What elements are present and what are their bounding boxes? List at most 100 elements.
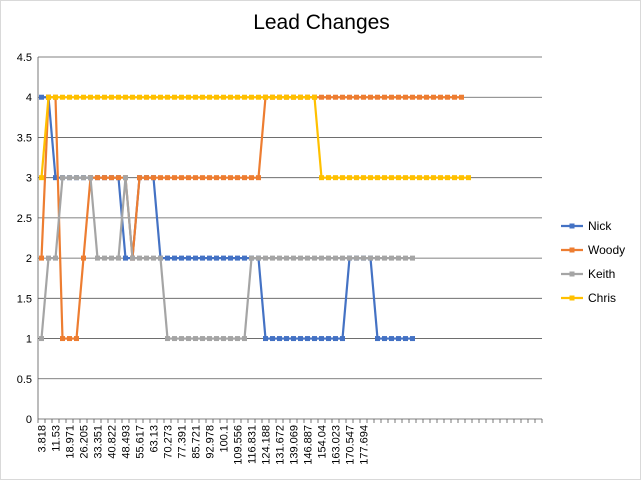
data-point — [151, 255, 156, 261]
data-point — [200, 255, 205, 261]
data-point — [263, 255, 268, 261]
data-point — [242, 255, 247, 261]
data-point — [466, 175, 471, 181]
data-point — [347, 94, 352, 100]
data-point — [305, 94, 310, 100]
data-point — [53, 255, 58, 261]
x-tick-label: 124.188 — [261, 425, 273, 465]
data-point — [172, 175, 177, 181]
data-point — [382, 94, 387, 100]
data-point — [214, 255, 219, 261]
data-point — [375, 94, 380, 100]
data-point — [249, 94, 254, 100]
data-point — [221, 94, 226, 100]
data-point — [298, 336, 303, 342]
data-point — [60, 94, 65, 100]
data-point — [333, 255, 338, 261]
data-point — [305, 336, 310, 342]
data-point — [151, 94, 156, 100]
legend-label: Nick — [588, 219, 612, 233]
data-point — [60, 175, 65, 181]
data-point — [354, 94, 359, 100]
data-point — [228, 336, 233, 342]
data-point — [389, 94, 394, 100]
data-point — [319, 94, 324, 100]
data-point — [256, 255, 261, 261]
data-point — [242, 336, 247, 342]
data-point — [389, 175, 394, 181]
data-point — [81, 175, 86, 181]
data-point — [312, 94, 317, 100]
data-point — [207, 336, 212, 342]
data-point — [74, 336, 79, 342]
data-point — [46, 255, 51, 261]
data-point — [277, 255, 282, 261]
x-tick-label: 63.13 — [149, 425, 161, 453]
data-point — [452, 94, 457, 100]
data-point — [39, 336, 44, 342]
data-point — [228, 255, 233, 261]
data-point — [382, 175, 387, 181]
x-tick-label: 154.04 — [317, 425, 329, 459]
data-point — [410, 255, 415, 261]
data-point — [382, 255, 387, 261]
data-point — [312, 255, 317, 261]
data-point — [235, 255, 240, 261]
data-point — [249, 175, 254, 181]
x-tick-label: 3.818 — [37, 425, 49, 453]
gridlines — [38, 56, 542, 420]
data-point — [396, 175, 401, 181]
data-point — [424, 94, 429, 100]
data-point — [193, 94, 198, 100]
data-point — [200, 94, 205, 100]
x-tick-label: 139.069 — [289, 425, 301, 465]
data-point — [403, 94, 408, 100]
data-point — [116, 175, 121, 181]
data-point — [214, 336, 219, 342]
data-point — [200, 175, 205, 181]
data-point — [354, 255, 359, 261]
data-point — [270, 336, 275, 342]
data-point — [396, 94, 401, 100]
y-tick-label: 4.5 — [17, 52, 32, 64]
data-point — [186, 336, 191, 342]
x-tick-label: 77.391 — [177, 425, 189, 459]
chart-title: Lead Changes — [253, 11, 390, 34]
data-point — [340, 336, 345, 342]
data-point — [165, 94, 170, 100]
data-point — [46, 94, 51, 100]
legend-marker — [569, 295, 575, 301]
data-point — [165, 336, 170, 342]
data-point — [263, 336, 268, 342]
data-point — [375, 175, 380, 181]
data-point — [263, 94, 268, 100]
data-point — [277, 336, 282, 342]
data-point — [361, 175, 366, 181]
data-point — [396, 255, 401, 261]
data-point — [109, 175, 114, 181]
y-tick-label: 4 — [26, 92, 32, 104]
data-point — [396, 336, 401, 342]
data-point — [179, 94, 184, 100]
data-point — [375, 255, 380, 261]
data-point — [298, 255, 303, 261]
data-point — [123, 255, 128, 261]
x-tick-label: 163.023 — [331, 425, 343, 465]
data-point — [424, 175, 429, 181]
data-point — [186, 94, 191, 100]
data-point — [445, 94, 450, 100]
data-point — [214, 175, 219, 181]
data-point — [403, 336, 408, 342]
data-point — [200, 336, 205, 342]
data-point — [221, 255, 226, 261]
data-point — [109, 94, 114, 100]
data-point — [165, 255, 170, 261]
data-point — [361, 255, 366, 261]
data-point — [214, 94, 219, 100]
data-point — [256, 175, 261, 181]
data-point — [102, 175, 107, 181]
data-point — [186, 255, 191, 261]
legend-marker — [569, 271, 575, 277]
data-point — [228, 94, 233, 100]
